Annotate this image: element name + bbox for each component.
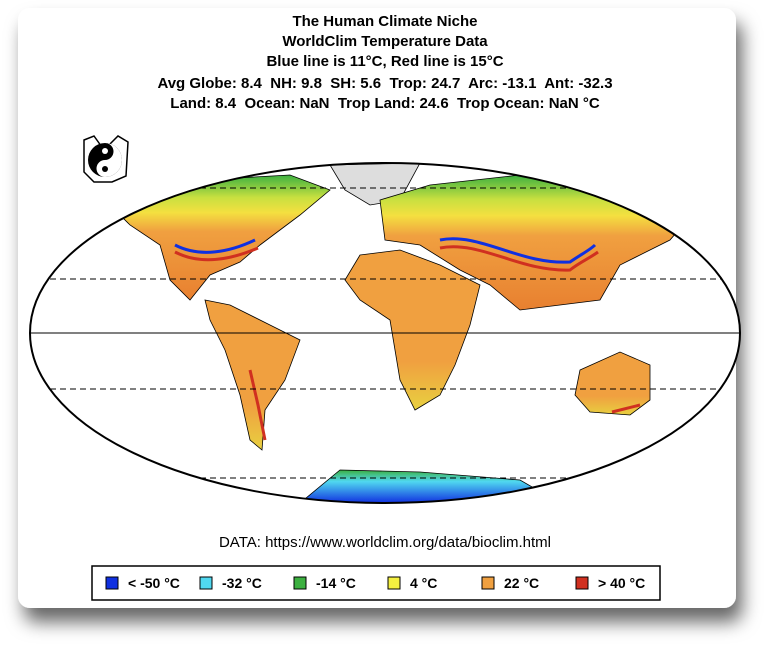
- stats: Land: 8.4 Ocean: NaN Trop Land: 24.6 Tro…: [170, 95, 600, 112]
- legend-swatch: [105, 576, 119, 590]
- legend-label: < -50 °C: [128, 575, 180, 591]
- title: The Human Climate Niche: [292, 13, 477, 30]
- legend-swatch: [575, 576, 589, 590]
- legend-swatch: [481, 576, 495, 590]
- legend-swatch: [199, 576, 213, 590]
- map: [30, 163, 740, 503]
- legend-swatch: [293, 576, 307, 590]
- legend-label: -32 °C: [222, 575, 262, 591]
- title: Blue line is 11°C, Red line is 15°C: [266, 53, 503, 70]
- legend-label: -14 °C: [316, 575, 356, 591]
- legend-label: 4 °C: [410, 575, 437, 591]
- stats: Avg Globe: 8.4 NH: 9.8 SH: 5.6 Trop: 24.…: [157, 75, 612, 92]
- legend-swatch: [387, 576, 401, 590]
- title: WorldClim Temperature Data: [282, 33, 488, 50]
- globe-outline: [29, 162, 741, 504]
- source: DATA: https://www.worldclim.org/data/bio…: [219, 534, 551, 551]
- legend-items: < -50 °C -32 °C -14 °C 4 °C 22 °C > 40 °C: [105, 575, 645, 591]
- legend-label: 22 °C: [504, 575, 539, 591]
- legend-label: > 40 °C: [598, 575, 645, 591]
- logo: [83, 135, 129, 183]
- legend: [91, 565, 661, 601]
